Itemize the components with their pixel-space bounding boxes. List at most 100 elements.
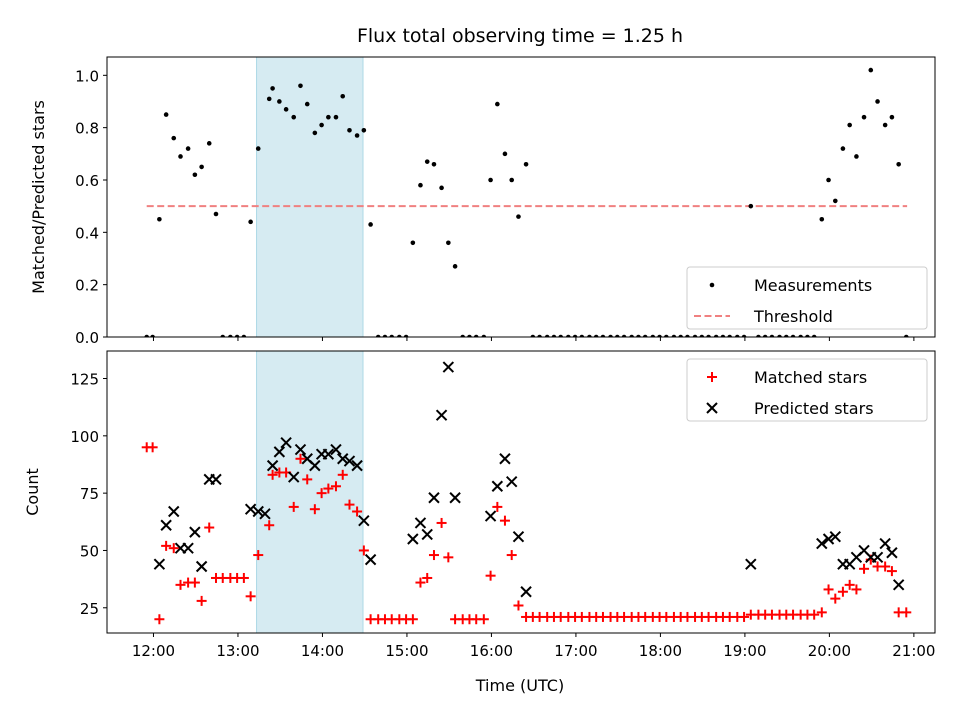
top-point-0-2 bbox=[157, 216, 162, 222]
top-point-0-84 bbox=[734, 334, 740, 337]
bottom-point-1-8 bbox=[210, 473, 222, 486]
top-point-0-24 bbox=[312, 130, 318, 136]
bottom-point-1-12 bbox=[266, 459, 279, 472]
bottom-point-1-51 bbox=[886, 547, 898, 559]
top-ytick-label-3: 0.6 bbox=[75, 172, 99, 190]
top-legend-swatch-0 bbox=[709, 282, 715, 288]
top-point-0-19 bbox=[277, 99, 282, 104]
bottom-point-1-34-b bbox=[484, 510, 497, 522]
xtick-label-2: 14:00 bbox=[301, 642, 344, 660]
bottom-point-1-35-b bbox=[491, 480, 504, 492]
bottom-point-1-28-b bbox=[414, 517, 427, 529]
bottom-point-1-5-b bbox=[189, 526, 201, 538]
bottom-point-0-7 bbox=[189, 577, 200, 588]
bottom-point-1-9 bbox=[244, 503, 257, 515]
bottom-point-1-20-b bbox=[322, 448, 335, 460]
bottom-point-1-30 bbox=[428, 492, 440, 504]
top-point-0-40 bbox=[424, 159, 430, 164]
bottom-point-1-6-b bbox=[195, 560, 208, 573]
bottom-point-1-42 bbox=[822, 533, 835, 545]
top-point-0-45 bbox=[460, 334, 466, 337]
series-predicted-stars bbox=[153, 361, 905, 598]
bottom-point-1-15 bbox=[288, 471, 300, 483]
bottom-point-0-4 bbox=[168, 543, 179, 554]
xtick-label-5: 17:00 bbox=[554, 642, 597, 660]
bottom-point-1-27-b bbox=[407, 533, 419, 545]
top-point-0-75 bbox=[671, 334, 677, 337]
bottom-plot-area bbox=[141, 351, 912, 633]
bottom-point-1-25-b bbox=[358, 514, 370, 527]
bottom-point-1-6 bbox=[195, 560, 208, 573]
bottom-point-0-48 bbox=[478, 614, 489, 625]
top-point-0-107 bbox=[896, 161, 901, 167]
top-point-0-20 bbox=[283, 107, 289, 112]
top-point-0-54 bbox=[523, 161, 529, 167]
bottom-point-0-105 bbox=[880, 561, 891, 572]
bottom-legend-label-1: Predicted stars bbox=[754, 399, 874, 418]
bottom-point-0-100 bbox=[844, 579, 855, 590]
bottom-point-0-49 bbox=[485, 570, 496, 581]
bottom-point-1-26 bbox=[364, 553, 377, 566]
top-point-0-69 bbox=[629, 334, 634, 337]
top-point-0-39 bbox=[418, 182, 423, 188]
top-ytick-label-1: 0.2 bbox=[75, 277, 99, 295]
top-point-0-26 bbox=[326, 114, 331, 120]
top-point-0-7 bbox=[192, 172, 198, 178]
bottom-point-0-106 bbox=[886, 566, 897, 577]
top-point-0-65 bbox=[600, 334, 606, 337]
bottom-point-1-4 bbox=[182, 542, 194, 554]
top-point-0-59 bbox=[558, 334, 564, 337]
bottom-point-1-52 bbox=[892, 579, 905, 591]
bottom-point-1-43-b bbox=[829, 531, 842, 543]
top-point-0-12 bbox=[228, 334, 233, 337]
bottom-point-1-11-b bbox=[259, 508, 271, 520]
top-point-0-89 bbox=[769, 334, 775, 337]
bottom-point-1-18 bbox=[309, 459, 321, 472]
top-point-0-22 bbox=[298, 83, 303, 89]
top-point-0-4 bbox=[171, 135, 177, 141]
bottom-point-0-53 bbox=[513, 600, 524, 611]
top-point-0-67 bbox=[615, 334, 620, 337]
bottom-ytick-label-3: 100 bbox=[70, 428, 99, 446]
top-point-0-15 bbox=[248, 219, 253, 225]
top-point-0-80 bbox=[706, 334, 711, 337]
bottom-point-0-31 bbox=[358, 545, 369, 556]
top-legend: Measurements Threshold bbox=[686, 266, 928, 330]
bottom-point-0-18 bbox=[267, 469, 278, 480]
top-point-0-13 bbox=[234, 334, 240, 337]
top-point-0-60 bbox=[566, 334, 571, 337]
xtick-label-3: 15:00 bbox=[385, 642, 428, 660]
top-point-0-108 bbox=[903, 334, 909, 337]
top-point-0-88 bbox=[762, 334, 768, 337]
top-point-0-94 bbox=[805, 334, 810, 337]
bottom-point-1-28 bbox=[414, 517, 427, 529]
bottom-point-1-14 bbox=[280, 437, 292, 449]
bottom-point-1-10-b bbox=[252, 505, 264, 518]
top-point-0-98 bbox=[833, 198, 838, 204]
top-point-0-1 bbox=[150, 334, 155, 337]
bottom-point-1-31 bbox=[435, 409, 448, 421]
xtick-label-7: 19:00 bbox=[723, 642, 766, 660]
top-point-0-101 bbox=[854, 154, 859, 159]
bottom-point-1-49-b bbox=[871, 551, 884, 564]
top-point-0-85 bbox=[741, 334, 747, 337]
bottom-point-0-30 bbox=[352, 506, 363, 517]
bottom-point-1-16-b bbox=[294, 443, 307, 456]
bottom-point-1-32-b bbox=[442, 361, 455, 373]
top-ylabel: Matched/Predicted stars bbox=[29, 100, 48, 294]
top-point-0-10 bbox=[213, 211, 219, 217]
bottom-point-1-37-b bbox=[505, 475, 518, 488]
top-point-0-78 bbox=[692, 334, 698, 337]
bottom-point-0-25 bbox=[316, 488, 327, 499]
top-point-0-90 bbox=[777, 334, 782, 337]
bottom-point-0-38 bbox=[407, 614, 418, 625]
bottom-ytick-label-4: 125 bbox=[70, 371, 99, 389]
bottom-point-0-43 bbox=[443, 552, 454, 563]
bottom-point-1-47-b bbox=[858, 544, 870, 557]
bottom-point-0-17 bbox=[264, 520, 275, 531]
top-point-0-43 bbox=[446, 240, 451, 246]
bottom-point-0-50 bbox=[492, 501, 503, 512]
top-point-0-74 bbox=[664, 334, 669, 337]
top-point-0-34 bbox=[382, 334, 388, 337]
top-point-0-29 bbox=[347, 127, 352, 133]
